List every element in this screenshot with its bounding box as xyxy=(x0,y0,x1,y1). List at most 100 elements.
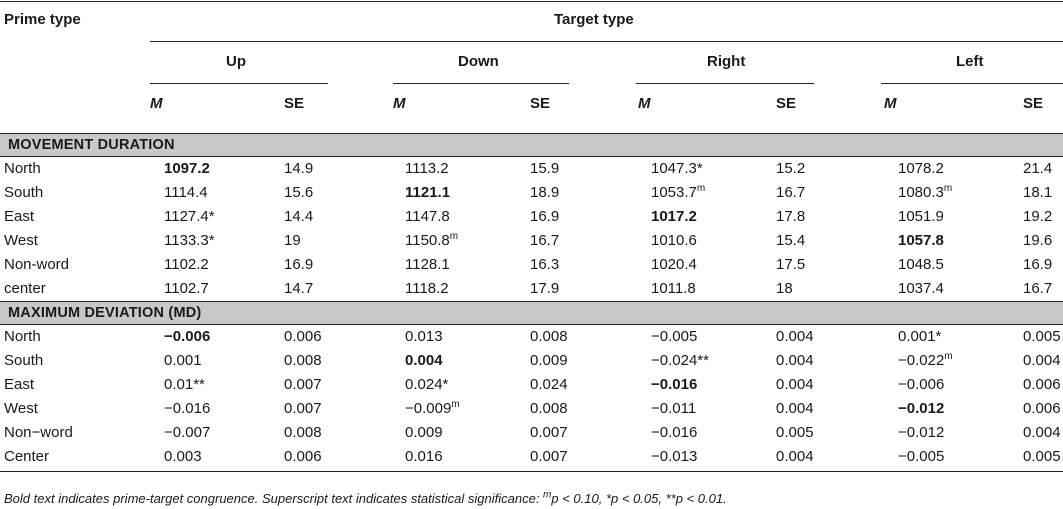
cell-value: −0.005 xyxy=(898,448,945,465)
table-cell: 17.5 xyxy=(776,256,805,274)
table-cell: 1113.2 xyxy=(405,160,449,178)
table-cell: 1102.7 xyxy=(164,280,209,298)
cell-value: 0.006 xyxy=(284,448,322,465)
cell-value: 0.004 xyxy=(1023,352,1061,369)
cell-value: 0.001* xyxy=(898,328,942,345)
cell-value: 17.5 xyxy=(776,256,806,273)
table-cell: 19.2 xyxy=(1023,208,1052,226)
table-cell: 17.8 xyxy=(776,208,805,226)
table-cell: −0.009m xyxy=(405,400,460,418)
cell-value: 0.007 xyxy=(530,424,568,441)
section-header: MOVEMENT DURATION xyxy=(0,133,1063,157)
table-cell: 0.006 xyxy=(284,328,322,346)
table-cell: 18.1 xyxy=(1023,184,1052,202)
table-cell: 16.9 xyxy=(530,208,559,226)
cell-value: −0.012 xyxy=(898,400,945,417)
cell-value: −0.016 xyxy=(651,424,698,441)
table-cell: −0.005 xyxy=(651,328,697,346)
table-cell: 0.004 xyxy=(1023,352,1061,370)
table-cell: 21.4 xyxy=(1023,160,1052,178)
col-m-left: M xyxy=(884,95,897,112)
row-label: South xyxy=(4,184,44,201)
col-m-right: M xyxy=(638,95,651,112)
cell-value: 0.024* xyxy=(405,376,449,393)
table-cell: 15.4 xyxy=(776,232,805,250)
table-cell: 1078.2 xyxy=(898,160,944,178)
cell-value: 0.008 xyxy=(530,400,568,417)
group-rule-down xyxy=(393,83,569,84)
table-cell: 1097.2 xyxy=(164,160,210,178)
cell-value: 16.7 xyxy=(776,184,806,201)
table-row: South 1114.4 15.6 1121.1 18.9 1053.7m 16.7 1080… xyxy=(0,181,1063,205)
cell-value: 14.7 xyxy=(284,280,314,297)
table-cell: 1017.2 xyxy=(651,208,697,226)
table-cell: 19 xyxy=(284,232,301,250)
cell-value: 0.005 xyxy=(776,424,814,441)
table-cell: −0.013 xyxy=(651,448,697,466)
cell-value: 19.2 xyxy=(1023,208,1053,225)
table-cell: 1047.3* xyxy=(651,160,703,178)
cell-value: 15.2 xyxy=(776,160,806,177)
table-cell: −0.011 xyxy=(651,400,696,418)
table-cell: 0.006 xyxy=(284,448,322,466)
cell-value: 14.4 xyxy=(284,208,314,225)
table-cell: 18.9 xyxy=(530,184,559,202)
table-cell: 1150.8m xyxy=(405,232,458,250)
cell-value: 0.001 xyxy=(164,352,202,369)
table-cell: 1051.9 xyxy=(898,208,944,226)
table-cell: 14.9 xyxy=(284,160,313,178)
row-label: North xyxy=(4,328,41,345)
cell-value: 0.008 xyxy=(284,424,322,441)
cell-value: 0.004 xyxy=(1023,424,1061,441)
cell-value: 1147.8 xyxy=(405,208,450,225)
cell-value: 0.008 xyxy=(284,352,322,369)
row-label: Non-word xyxy=(4,256,70,273)
table-cell: 0.007 xyxy=(284,376,322,394)
table-cell: 1037.4 xyxy=(898,280,944,298)
table-row: center 1102.7 14.7 1118.2 17.9 1011.8 18 1037.4… xyxy=(0,277,1063,301)
row-label: East xyxy=(4,376,35,393)
table-cell: 16.7 xyxy=(1023,280,1052,298)
col-se-left: SE xyxy=(1023,95,1044,112)
table-cell: 14.7 xyxy=(284,280,313,298)
table-cell: 0.006 xyxy=(1023,376,1061,394)
cell-superscript: m xyxy=(943,183,953,194)
cell-value: 1133.3* xyxy=(164,232,215,249)
cell-value: 1150.8 xyxy=(405,232,450,249)
table-cell: −0.012 xyxy=(898,400,944,418)
cell-value: 14.9 xyxy=(284,160,314,177)
table-bottom-rule xyxy=(0,471,1063,472)
group-header-up: Up xyxy=(226,53,246,70)
prime-type-header: Prime type xyxy=(4,11,81,28)
row-label: East xyxy=(4,208,35,225)
col-se-up: SE xyxy=(284,95,305,112)
col-m-up: M xyxy=(150,95,163,112)
cell-value: 0.004 xyxy=(405,352,443,369)
row-label: center xyxy=(4,280,46,297)
section-header: MAXIMUM DEVIATION (MD) xyxy=(0,301,1063,325)
table-cell: 18 xyxy=(776,280,793,298)
table-cell: 15.6 xyxy=(284,184,313,202)
cell-value: −0.009 xyxy=(405,400,452,417)
cell-value: 0.013 xyxy=(405,328,443,345)
cell-value: 1017.2 xyxy=(651,208,697,225)
cell-value: −0.007 xyxy=(164,424,211,441)
table-cell: 1128.1 xyxy=(405,256,450,274)
table-cell: 17.9 xyxy=(530,280,559,298)
table-cell: 15.9 xyxy=(530,160,559,178)
footnote: Bold text indicates prime-target congrue… xyxy=(4,490,727,506)
cell-value: 17.8 xyxy=(776,208,806,225)
cell-value: 18 xyxy=(776,280,793,297)
table-cell: 0.004 xyxy=(405,352,443,370)
cell-value: 0.008 xyxy=(530,328,568,345)
table-cell: 1127.4* xyxy=(164,208,215,226)
cell-value: 0.004 xyxy=(776,352,814,369)
table-cell: 19.6 xyxy=(1023,232,1052,250)
col-se-right: SE xyxy=(776,95,797,112)
section-title: MOVEMENT DURATION xyxy=(8,137,175,153)
cell-value: 0.009 xyxy=(405,424,443,441)
table-cell: 1048.5 xyxy=(898,256,944,274)
table-cell: 0.006 xyxy=(1023,400,1061,418)
cell-superscript: m xyxy=(451,399,460,410)
table-cell: 14.4 xyxy=(284,208,313,226)
